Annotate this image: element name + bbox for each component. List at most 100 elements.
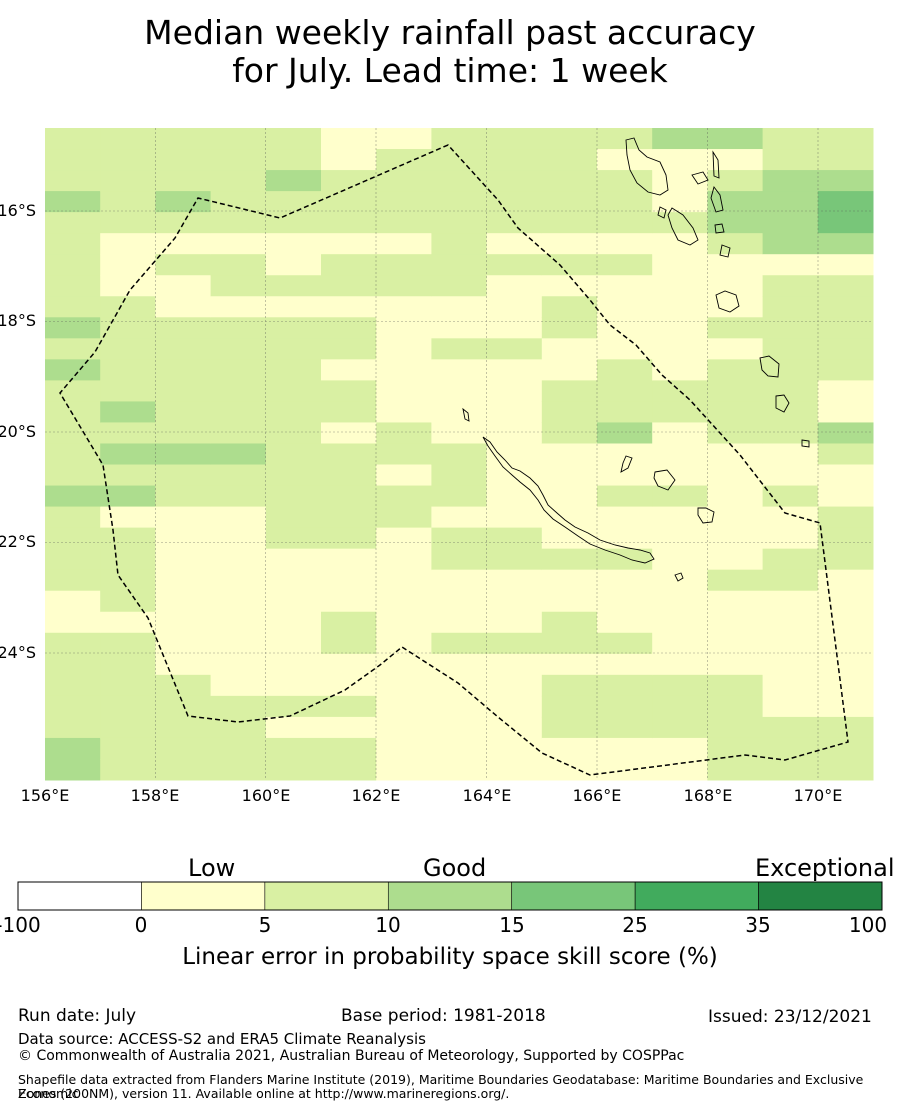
skill-cell <box>597 716 653 739</box>
lat-label-20s: 20°S <box>0 422 36 441</box>
skill-cell <box>45 359 101 381</box>
skill-cell <box>817 674 874 697</box>
skill-cell <box>541 569 598 592</box>
colorbar-tick: -100 <box>0 913 41 937</box>
skill-cell <box>762 695 819 718</box>
skill-cell <box>652 590 708 613</box>
colorbar-swatch <box>141 881 266 911</box>
skill-cell <box>652 632 708 655</box>
copyright: © Commonwealth of Australia 2021, Austra… <box>18 1048 685 1064</box>
skill-cell <box>210 506 267 529</box>
skill-cell <box>155 338 212 360</box>
skill-cell <box>762 653 819 676</box>
skill-cell <box>431 317 488 339</box>
skill-cell <box>541 212 598 234</box>
skill-cell <box>652 695 708 718</box>
skill-cell <box>762 317 819 339</box>
skill-cell <box>817 191 874 213</box>
skill-cell <box>652 443 708 466</box>
lat-label-16s: 16°S <box>0 201 36 220</box>
skill-cell <box>762 296 819 318</box>
skill-cell <box>486 317 543 339</box>
skill-cell <box>431 170 488 192</box>
skill-cell <box>45 401 101 423</box>
skill-cell <box>100 275 156 297</box>
skill-cell <box>376 191 432 213</box>
skill-cell <box>100 317 156 339</box>
skill-cell <box>762 212 819 234</box>
skill-cell <box>707 128 764 150</box>
skill-cell <box>45 296 101 318</box>
skill-cell <box>707 443 764 466</box>
skill-cell <box>541 737 598 760</box>
skill-cell <box>376 758 432 781</box>
skill-cell <box>376 128 432 150</box>
skill-cell <box>265 569 322 592</box>
skill-cell <box>376 170 432 192</box>
skill-cell <box>155 590 212 613</box>
skill-cell <box>265 191 322 213</box>
skill-cell <box>155 443 212 466</box>
skill-cell <box>762 338 819 360</box>
colorbar-swatch <box>387 881 513 911</box>
skill-cell <box>707 737 764 760</box>
skill-cell <box>707 695 764 718</box>
skill-cell <box>817 506 874 529</box>
skill-cell <box>597 296 653 318</box>
skill-cell <box>817 611 874 634</box>
skill-cell <box>486 401 543 423</box>
skill-cell <box>707 464 764 487</box>
skill-cell <box>817 695 874 718</box>
skill-cell <box>321 401 377 423</box>
skill-cell <box>431 527 488 550</box>
skill-cell <box>265 527 322 550</box>
skill-cell <box>707 569 764 592</box>
colorbar-swatch <box>511 881 636 911</box>
skill-cell <box>376 338 432 360</box>
skill-cell <box>817 359 874 381</box>
skill-cell <box>541 128 598 150</box>
skill-cell <box>376 317 432 339</box>
skill-cell <box>45 317 101 339</box>
skill-cell <box>45 485 101 508</box>
skill-cell <box>376 380 432 402</box>
skill-cell <box>541 716 598 739</box>
skill-cell <box>265 422 322 444</box>
skill-cell <box>100 254 156 276</box>
skill-cell <box>597 758 653 781</box>
skill-cell <box>707 758 764 781</box>
skill-cell <box>541 233 598 255</box>
skill-cell <box>597 422 653 444</box>
skill-cell <box>100 716 156 739</box>
lon-label-160e: 160°E <box>241 786 291 805</box>
skill-cell <box>707 506 764 529</box>
lon-label-158e: 158°E <box>130 786 180 805</box>
skill-cell <box>597 128 653 150</box>
skill-cell <box>707 632 764 655</box>
lat-label-22s: 22°S <box>0 532 36 551</box>
skill-cell <box>210 170 267 192</box>
skill-cell <box>155 674 212 697</box>
skill-cell <box>321 695 377 718</box>
skill-cell <box>210 464 267 487</box>
skill-cell <box>431 212 488 234</box>
skill-cell <box>597 401 653 423</box>
skill-cell <box>817 401 874 423</box>
skill-cell <box>155 359 212 381</box>
skill-cell <box>265 716 322 739</box>
skill-cell <box>597 338 653 360</box>
skill-cell <box>762 128 819 150</box>
skill-cell <box>541 254 598 276</box>
skill-cell <box>376 590 432 613</box>
skill-cell <box>762 170 819 192</box>
skill-cell <box>376 359 432 381</box>
skill-cell <box>100 170 156 192</box>
skill-cell <box>210 716 267 739</box>
skill-cell <box>431 716 488 739</box>
vanuatu-espiritu-santo-outline <box>625 137 669 196</box>
skill-cell <box>652 506 708 529</box>
skill-cell <box>652 485 708 508</box>
skill-cell <box>652 674 708 697</box>
skill-cell <box>376 401 432 423</box>
skill-cell <box>45 611 101 634</box>
